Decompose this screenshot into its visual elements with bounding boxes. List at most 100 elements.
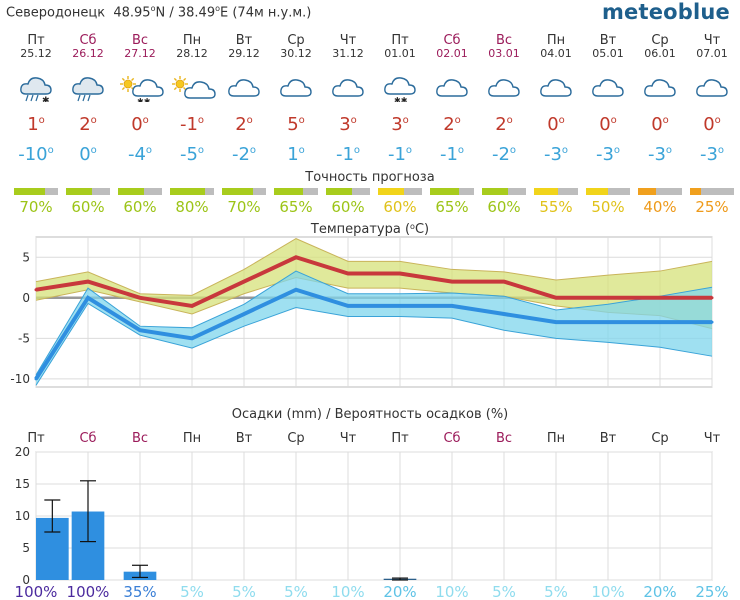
accuracy-bar — [170, 188, 214, 195]
precip-probability: 20% — [383, 583, 416, 600]
min-temp-line-point — [86, 296, 90, 300]
temp-max-value: 2 — [79, 114, 91, 135]
day-name: Вс — [495, 33, 513, 48]
accuracy-percent: 80% — [175, 198, 209, 216]
temp-max-value: 3 — [391, 114, 403, 135]
precip-probability: 25% — [695, 583, 728, 600]
min-range-band-edge — [35, 302, 713, 386]
accuracy-bar — [430, 188, 474, 195]
max-temp-line-point — [658, 296, 662, 300]
temp-min: -5o — [179, 144, 205, 165]
accuracy-percent: 60% — [331, 198, 365, 216]
y-tick-label: -10 — [10, 372, 30, 386]
temp-min: -1o — [387, 144, 413, 165]
temp-max-value: 1 — [27, 114, 39, 135]
day-header: Сб 02.01 — [426, 34, 478, 60]
longitude-hemisphere: E — [220, 5, 229, 21]
temp-max-value: 0 — [599, 114, 611, 135]
max-temp-line-point — [346, 271, 350, 275]
accuracy-title: Точность прогноза — [305, 170, 435, 185]
precip-probability: 100% — [15, 583, 58, 600]
degree-sign: o — [410, 222, 415, 231]
max-temp-line-point — [606, 296, 610, 300]
accuracy-percent: 60% — [123, 198, 157, 216]
temp-min: 0o — [79, 144, 97, 165]
precip-probability: 20% — [643, 583, 676, 600]
meteoblue-logo[interactable]: meteoblue — [601, 0, 730, 24]
min-temp-line-point — [294, 288, 298, 292]
temp-max: 0o — [651, 114, 669, 135]
svg-text:✱✱: ✱✱ — [137, 97, 151, 102]
x-tick-label: Вт — [236, 431, 253, 446]
day-date: 29.12 — [228, 47, 260, 60]
precip-probability: 35% — [123, 583, 156, 600]
min-temp-line-point — [398, 304, 402, 308]
day-name: Сб — [79, 33, 97, 48]
day-name: Ср — [651, 33, 669, 48]
temp-min-value: 0 — [79, 144, 91, 165]
max-range-band-edge — [35, 238, 713, 296]
temp-max-value: 2 — [495, 114, 507, 135]
x-tick-label: Пт — [391, 431, 409, 446]
y-tick-label: 15 — [15, 477, 30, 491]
temp-max: 1o — [27, 114, 45, 135]
temp-min: -3o — [647, 144, 673, 165]
day-header: Чт 07.01 — [686, 34, 738, 60]
precipitation-chart: Осадки (mm) / Вероятность осадков (%) Пт С… — [15, 407, 729, 600]
cloud-snow-icon: ✱✱ — [384, 77, 416, 102]
accuracy-bar — [534, 188, 578, 195]
temp-max-value: 5 — [287, 114, 299, 135]
x-tick-label: Вт — [600, 431, 617, 446]
accuracy-fill — [326, 188, 353, 195]
temp-max-value: 2 — [235, 114, 247, 135]
min-temp-line-point — [190, 336, 194, 340]
temp-max-value: -1 — [179, 114, 198, 135]
precip-probability: 5% — [232, 583, 256, 600]
day-name: Пн — [182, 33, 202, 48]
min-temp-line-point — [502, 312, 506, 316]
day-date: 27.12 — [124, 47, 156, 60]
cloud-icon — [592, 79, 624, 97]
accuracy-percent: 55% — [539, 198, 573, 216]
min-temp-line-point — [346, 304, 350, 308]
accuracy-percent: 70% — [19, 198, 53, 216]
temp-max: 3o — [391, 114, 409, 135]
temp-min-value: -2 — [231, 144, 250, 165]
cloud-icon — [488, 79, 520, 97]
precip-probability: 5% — [492, 583, 516, 600]
sun-snow-icon: ✱✱ — [120, 76, 164, 102]
temp-min-value: -1 — [335, 144, 354, 165]
accuracy-bar — [222, 188, 266, 195]
temp-max: 3o — [339, 114, 357, 135]
y-tick-label: 10 — [15, 509, 30, 523]
day-header: Пн 28.12 — [166, 34, 218, 60]
temp-max: 2o — [495, 114, 513, 135]
precip-probability: 5% — [284, 583, 308, 600]
x-tick-label: Вс — [496, 431, 512, 446]
cloud-icon — [644, 79, 676, 97]
accuracy-bar — [14, 188, 58, 195]
day-name: Ср — [287, 33, 305, 48]
day-header: Вс 27.12 — [114, 34, 166, 60]
min-temp-line-point — [34, 377, 38, 381]
precip-probability: 10% — [435, 583, 468, 600]
x-tick-label: Вс — [132, 431, 148, 446]
day-header: Вс 03.01 — [478, 34, 530, 60]
temp-min: -3o — [595, 144, 621, 165]
max-temp-line-point — [710, 296, 714, 300]
x-tick-label: Ср — [287, 431, 304, 446]
x-tick-label: Пт — [27, 431, 45, 446]
temp-min-value: -2 — [491, 144, 510, 165]
temp-max: 5o — [287, 114, 305, 135]
temp-min-value: -4 — [127, 144, 146, 165]
min-temp-line — [34, 287, 712, 380]
temp-min: -2o — [231, 144, 257, 165]
min-temp-line-point — [242, 312, 246, 316]
location-header: Северодонецк 48.95oN / 38.49oE (74м н.у.… — [6, 4, 312, 21]
precip-probability: 10% — [331, 583, 364, 600]
y-tick-label: 0 — [22, 291, 30, 305]
day-date: 31.12 — [332, 47, 364, 60]
accuracy-percent: 25% — [695, 198, 729, 216]
partly-sunny-icon — [172, 76, 216, 99]
temp-min-value: -3 — [699, 144, 718, 165]
